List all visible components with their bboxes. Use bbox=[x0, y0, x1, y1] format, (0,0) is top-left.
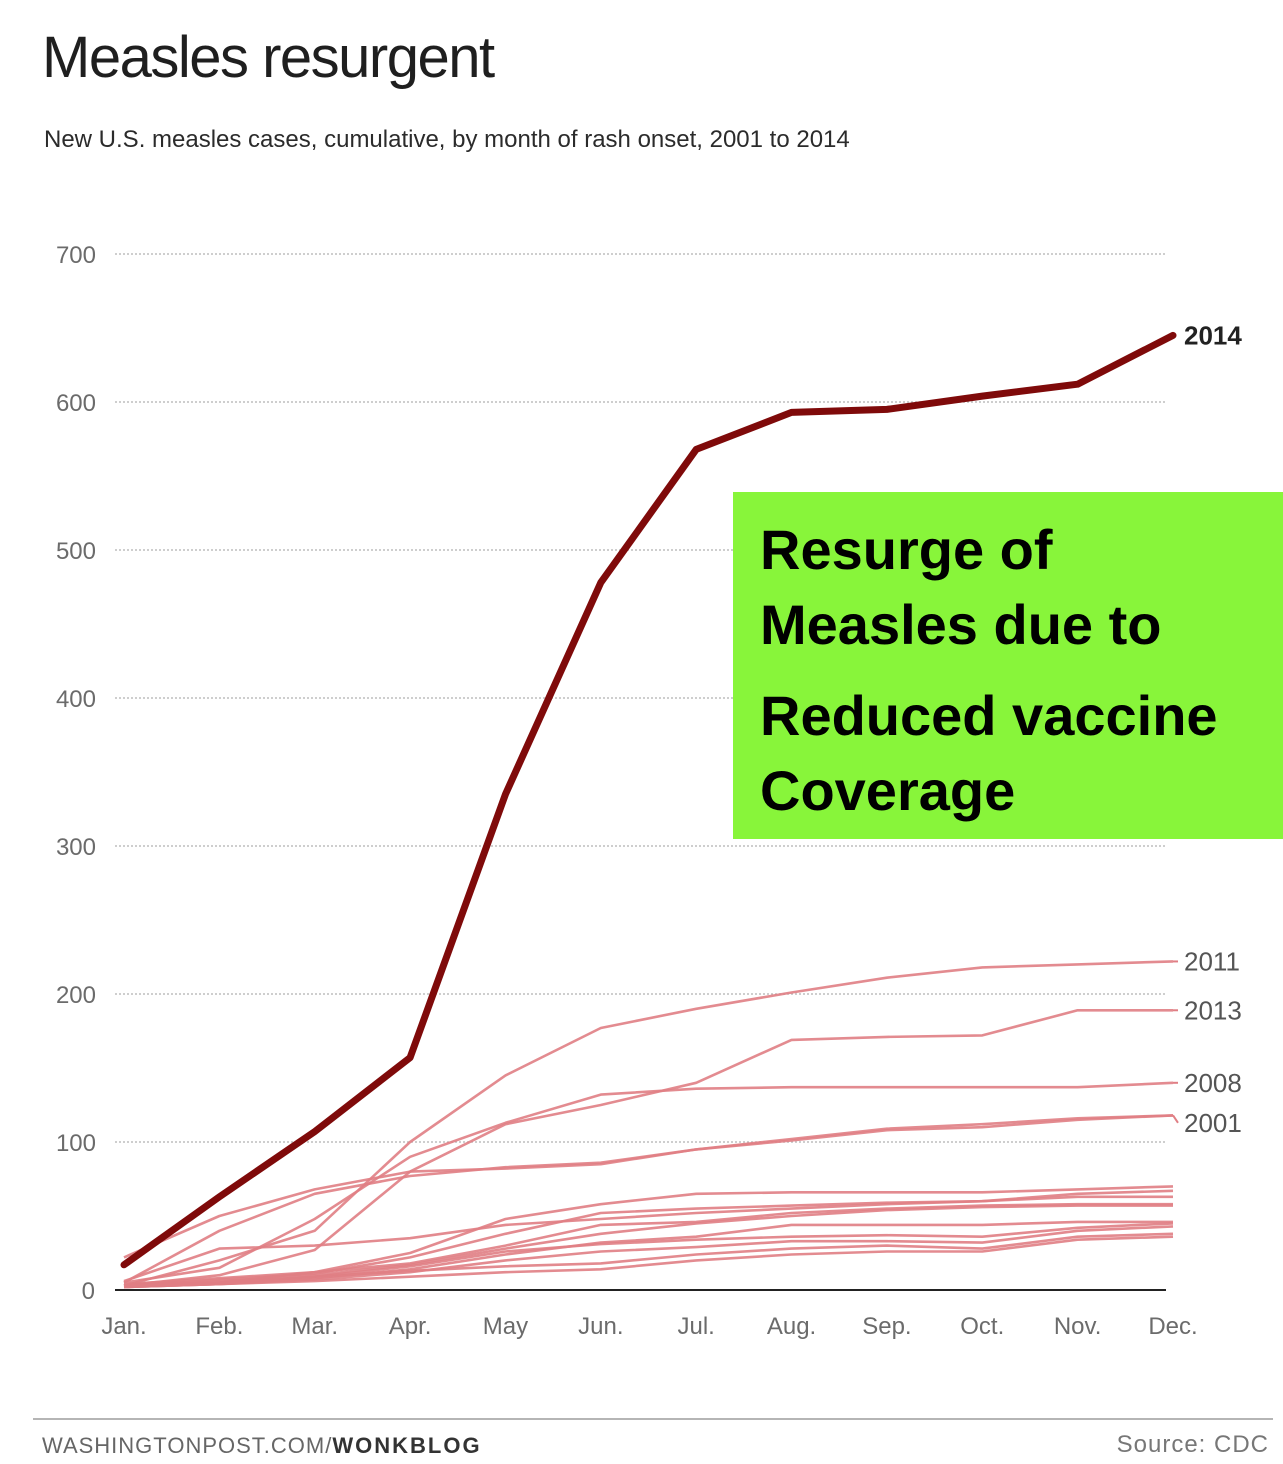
series-line bbox=[123, 1195, 1173, 1283]
x-axis-labels: Jan. Feb. Mar. Apr. May Jun. Jul. Aug. Sep. Oct. N… bbox=[101, 1313, 1197, 1340]
y-tick-label: 500 bbox=[56, 538, 96, 565]
y-axis-labels: 0 100 200 300 400 500 600 700 bbox=[56, 242, 96, 1305]
series-labels: 2014 2011 2013 2008 2001 bbox=[1172, 320, 1242, 1138]
footer-credit: WASHINGTONPOST.COM/WONKBLOG bbox=[42, 1433, 482, 1459]
footer-divider bbox=[33, 1418, 1273, 1420]
series-line-2008 bbox=[123, 1081, 1174, 1284]
x-tick-label: Dec. bbox=[1148, 1313, 1197, 1340]
series-label-2011: 2011 bbox=[1184, 946, 1240, 976]
x-tick-label: Jun. bbox=[578, 1313, 623, 1340]
x-tick-label: Aug. bbox=[767, 1313, 816, 1340]
grid-lines bbox=[115, 253, 1166, 1291]
x-tick-label: Feb. bbox=[195, 1313, 243, 1340]
callout-line-2: Measles due to bbox=[760, 593, 1162, 656]
y-tick-label: 0 bbox=[82, 1278, 95, 1305]
footer-site: WASHINGTONPOST.COM/ bbox=[42, 1433, 333, 1458]
x-tick-label: May bbox=[483, 1313, 528, 1340]
x-tick-label: Jul. bbox=[678, 1313, 715, 1340]
callout-line-3: Reduced vaccine bbox=[760, 684, 1218, 747]
y-tick-label: 200 bbox=[56, 982, 96, 1009]
series-line-2013 bbox=[123, 1008, 1173, 1287]
series-line bbox=[123, 1114, 1174, 1259]
line-chart: 0 100 200 300 400 500 600 700 Jan. Feb. Mar. Apr. M… bbox=[56, 242, 1242, 1340]
series-label-2013: 2013 bbox=[1184, 995, 1242, 1025]
x-tick-label: Oct. bbox=[960, 1313, 1004, 1340]
y-tick-label: 300 bbox=[56, 834, 96, 861]
chart-title: Measles resurgent bbox=[42, 25, 495, 90]
x-tick-label: Mar. bbox=[291, 1313, 338, 1340]
callout-line-1: Resurge of bbox=[760, 518, 1053, 581]
series-line-2011 bbox=[123, 960, 1174, 1287]
series-label-2001: 2001 bbox=[1184, 1108, 1242, 1138]
series-line-2014 bbox=[120, 331, 1177, 1269]
annotation-callout: Resurge of Measles due to Reduced vaccin… bbox=[733, 492, 1283, 839]
x-tick-label: Jan. bbox=[101, 1313, 146, 1340]
series-line bbox=[123, 1204, 1173, 1287]
series-line bbox=[123, 1235, 1174, 1289]
highlight-series bbox=[120, 331, 1177, 1269]
x-tick-label: Apr. bbox=[389, 1313, 432, 1340]
x-tick-label: Nov. bbox=[1054, 1313, 1102, 1340]
series-line bbox=[123, 1202, 1173, 1289]
y-tick-label: 100 bbox=[56, 1130, 96, 1157]
footer-source: Source: CDC bbox=[1116, 1431, 1269, 1458]
series-label-leader bbox=[1172, 1114, 1179, 1124]
series-label-2008: 2008 bbox=[1184, 1068, 1242, 1098]
series-label-2014: 2014 bbox=[1184, 320, 1242, 350]
y-tick-label: 600 bbox=[56, 390, 96, 417]
y-tick-label: 700 bbox=[56, 242, 96, 269]
y-tick-label: 400 bbox=[56, 686, 96, 713]
chart-subtitle: New U.S. measles cases, cumulative, by m… bbox=[44, 126, 850, 153]
x-tick-label: Sep. bbox=[862, 1313, 911, 1340]
callout-line-4: Coverage bbox=[760, 759, 1016, 822]
series-line bbox=[123, 1232, 1174, 1287]
background-series bbox=[123, 960, 1174, 1289]
footer-section: WONKBLOG bbox=[332, 1433, 482, 1458]
